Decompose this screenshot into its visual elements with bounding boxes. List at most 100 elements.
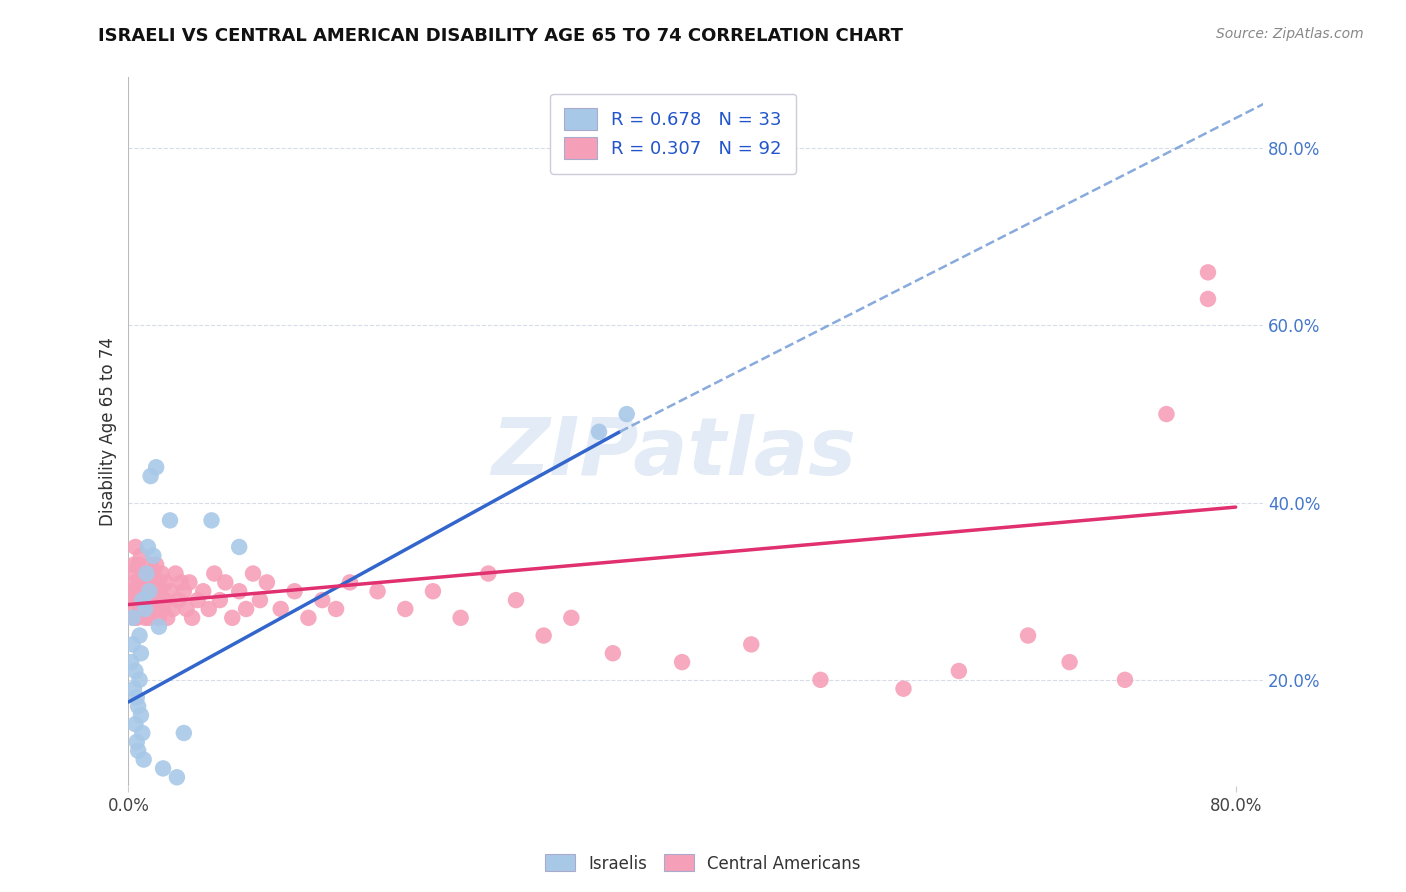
Point xyxy=(740,637,762,651)
Point xyxy=(165,566,187,581)
Point xyxy=(214,575,236,590)
Point xyxy=(616,407,638,421)
Point xyxy=(122,611,145,625)
Point xyxy=(249,593,271,607)
Point xyxy=(283,584,305,599)
Legend: R = 0.678   N = 33, R = 0.307   N = 92: R = 0.678 N = 33, R = 0.307 N = 92 xyxy=(550,94,796,174)
Point xyxy=(138,584,160,599)
Point xyxy=(176,602,198,616)
Point xyxy=(477,566,499,581)
Point xyxy=(148,620,170,634)
Point xyxy=(505,593,527,607)
Point xyxy=(1197,292,1219,306)
Legend: Israelis, Central Americans: Israelis, Central Americans xyxy=(538,847,868,880)
Point xyxy=(131,566,153,581)
Point xyxy=(193,584,215,599)
Point xyxy=(142,566,165,581)
Point xyxy=(132,753,155,767)
Point xyxy=(145,602,167,616)
Y-axis label: Disability Age 65 to 74: Disability Age 65 to 74 xyxy=(100,337,117,526)
Point xyxy=(297,611,319,625)
Point xyxy=(156,611,179,625)
Point xyxy=(129,584,152,599)
Point xyxy=(311,593,333,607)
Point xyxy=(125,584,148,599)
Point xyxy=(122,681,145,696)
Point xyxy=(1156,407,1178,421)
Point xyxy=(533,628,555,642)
Point xyxy=(173,726,195,740)
Point xyxy=(120,655,142,669)
Point xyxy=(202,566,225,581)
Point xyxy=(422,584,444,599)
Point xyxy=(208,593,231,607)
Point xyxy=(173,584,195,599)
Point xyxy=(170,575,193,590)
Point xyxy=(128,673,150,687)
Point xyxy=(893,681,915,696)
Point xyxy=(1197,265,1219,279)
Point xyxy=(120,584,142,599)
Point xyxy=(197,602,219,616)
Point xyxy=(221,611,243,625)
Point xyxy=(162,602,184,616)
Point xyxy=(339,575,361,590)
Point xyxy=(325,602,347,616)
Point xyxy=(242,566,264,581)
Point xyxy=(132,602,155,616)
Point xyxy=(145,558,167,572)
Point xyxy=(153,593,176,607)
Point xyxy=(148,575,170,590)
Point xyxy=(136,540,159,554)
Point xyxy=(145,460,167,475)
Point xyxy=(228,584,250,599)
Point xyxy=(124,575,146,590)
Point xyxy=(135,566,157,581)
Point xyxy=(152,602,174,616)
Point xyxy=(181,611,204,625)
Point xyxy=(146,593,169,607)
Point xyxy=(367,584,389,599)
Point xyxy=(134,602,156,616)
Point xyxy=(948,664,970,678)
Point xyxy=(129,549,152,563)
Point xyxy=(141,575,163,590)
Point xyxy=(270,602,292,616)
Point xyxy=(127,593,149,607)
Point xyxy=(134,584,156,599)
Point xyxy=(166,770,188,784)
Point xyxy=(129,646,152,660)
Point xyxy=(124,540,146,554)
Point xyxy=(131,726,153,740)
Point xyxy=(1017,628,1039,642)
Point xyxy=(128,628,150,642)
Text: ISRAELI VS CENTRAL AMERICAN DISABILITY AGE 65 TO 74 CORRELATION CHART: ISRAELI VS CENTRAL AMERICAN DISABILITY A… xyxy=(98,27,904,45)
Point xyxy=(602,646,624,660)
Point xyxy=(155,575,177,590)
Point xyxy=(131,593,153,607)
Point xyxy=(138,584,160,599)
Point xyxy=(394,602,416,616)
Point xyxy=(125,735,148,749)
Point xyxy=(136,602,159,616)
Point xyxy=(136,575,159,590)
Point xyxy=(810,673,832,687)
Point xyxy=(152,761,174,775)
Point xyxy=(131,593,153,607)
Point xyxy=(121,611,143,625)
Point xyxy=(139,593,162,607)
Point xyxy=(122,558,145,572)
Point xyxy=(135,593,157,607)
Point xyxy=(450,611,472,625)
Point xyxy=(167,593,190,607)
Point xyxy=(159,513,181,527)
Point xyxy=(143,584,166,599)
Point xyxy=(588,425,610,439)
Point xyxy=(128,575,150,590)
Point xyxy=(148,611,170,625)
Point xyxy=(121,602,143,616)
Point xyxy=(560,611,582,625)
Point xyxy=(256,575,278,590)
Point xyxy=(127,744,149,758)
Point xyxy=(139,558,162,572)
